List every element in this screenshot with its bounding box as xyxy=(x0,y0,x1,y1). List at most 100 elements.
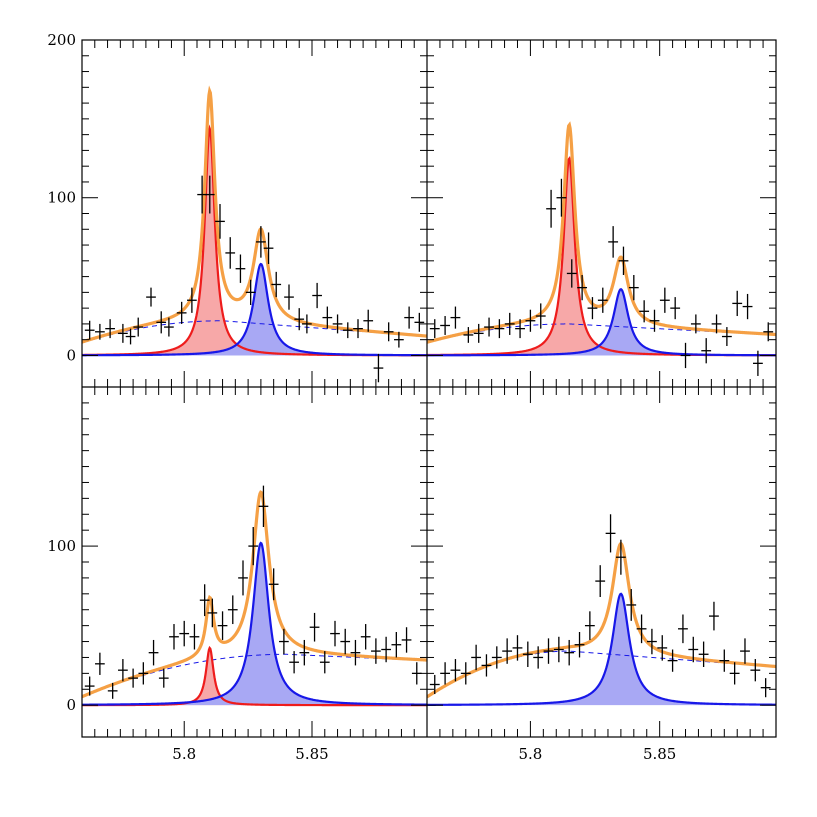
bottom-right-data-point-29 xyxy=(729,662,740,685)
bottom-right-data-point-6 xyxy=(491,646,502,669)
bottom-left-xtick-label-0: 5.8 xyxy=(172,745,196,763)
bottom-left-data-point-19 xyxy=(279,628,289,655)
top-left-data-point-21 xyxy=(294,308,305,331)
panel-top-left xyxy=(82,39,427,387)
bottom-right-data-point-7 xyxy=(502,638,513,664)
bottom-left-data-point-15 xyxy=(238,560,248,596)
bottom-right-total-fit-curve xyxy=(427,541,776,699)
top-right-data-point-1 xyxy=(440,316,451,335)
panel-bottom-right xyxy=(427,386,776,737)
bottom-left-data-point-8 xyxy=(169,624,179,650)
top-left-data-point-23 xyxy=(312,282,322,309)
top-left-ytick-label-0: 0 xyxy=(66,346,76,364)
top-right-data-point-20 xyxy=(639,300,650,323)
top-right-data-point-30 xyxy=(742,293,753,320)
bottom-left-data-point-18 xyxy=(268,568,279,601)
top-left-data-point-31 xyxy=(394,331,404,348)
bottom-right-data-point-25 xyxy=(688,636,699,663)
top-left-data-point-12 xyxy=(204,175,215,214)
bottom-left-data-point-28 xyxy=(371,638,381,664)
bottom-left-data-point-13 xyxy=(217,611,228,640)
top-right-data-point-17 xyxy=(608,226,619,258)
bottom-left-data-point-31 xyxy=(401,627,412,653)
bottom-right-peak-2-fill xyxy=(427,593,776,706)
top-right-data-point-27 xyxy=(711,314,722,334)
top-left-data-point-6 xyxy=(146,287,156,307)
top-left-data-point-9 xyxy=(176,301,187,324)
top-left-data-point-15 xyxy=(235,254,246,283)
top-right-peak-2-fill xyxy=(427,289,776,356)
bottom-right-data-point-10 xyxy=(533,646,544,669)
bottom-right-xtick-label-1: 5.85 xyxy=(643,745,676,763)
bottom-left-data-point-7 xyxy=(158,668,169,688)
bottom-left-data-point-14 xyxy=(227,595,238,625)
top-left-data-point-10 xyxy=(187,287,197,313)
panels-layer xyxy=(82,39,776,737)
top-right-data-point-25 xyxy=(690,314,701,334)
top-left-data-point-5 xyxy=(133,317,144,337)
top-right-data-point-11 xyxy=(546,189,557,228)
bottom-left-data-point-0 xyxy=(84,676,95,696)
bottom-right-data-point-3 xyxy=(460,662,471,685)
top-right-data-point-14 xyxy=(577,275,588,301)
bottom-right-data-point-17 xyxy=(605,514,616,553)
bottom-left-ytick-label-0: 0 xyxy=(66,696,76,714)
bottom-right-data-point-27 xyxy=(709,601,719,631)
bottom-right-data-point-4 xyxy=(471,644,482,671)
panel-bottom-left xyxy=(82,386,427,737)
bottom-left-data-point-10 xyxy=(189,624,200,650)
top-left-data-point-29 xyxy=(373,353,384,383)
bottom-right-data-point-24 xyxy=(678,614,688,644)
bottom-left-total-fit-curve xyxy=(82,490,427,699)
top-right-data-point-21 xyxy=(649,309,660,332)
top-right-data-point-23 xyxy=(670,297,681,320)
top-left-data-point-19 xyxy=(271,271,282,298)
bottom-left-data-point-17 xyxy=(258,485,269,527)
top-right-data-point-9 xyxy=(525,309,536,332)
top-left-data-point-20 xyxy=(284,284,294,310)
top-left-data-point-16 xyxy=(245,279,256,305)
top-left-ytick-label-200: 200 xyxy=(47,31,76,49)
bottom-left-data-point-3 xyxy=(118,659,128,682)
bottom-left-peak-2-fill xyxy=(82,542,427,706)
bottom-left-data-point-1 xyxy=(95,652,105,675)
bottom-right-data-point-31 xyxy=(750,659,761,682)
bottom-right-data-point-28 xyxy=(719,649,730,672)
top-left-data-point-24 xyxy=(322,306,333,329)
top-right-data-point-31 xyxy=(752,350,763,376)
bottom-right-data-point-13 xyxy=(564,639,575,666)
top-left-data-point-27 xyxy=(353,319,363,339)
top-right-data-point-29 xyxy=(732,290,743,317)
top-right-data-point-22 xyxy=(659,287,670,313)
bottom-right-data-point-30 xyxy=(740,638,750,664)
bottom-right-data-point-32 xyxy=(760,678,771,698)
bottom-left-xtick-label-1: 5.85 xyxy=(295,745,328,763)
bottom-left-data-point-12 xyxy=(207,598,218,628)
top-left-data-point-4 xyxy=(125,328,136,345)
top-left-data-point-1 xyxy=(95,323,105,340)
top-right-data-point-8 xyxy=(515,319,525,339)
bottom-left-data-point-25 xyxy=(340,628,351,655)
top-right-data-point-5 xyxy=(484,317,494,337)
top-left-data-point-0 xyxy=(84,320,95,340)
bottom-left-data-point-29 xyxy=(381,636,391,663)
bottom-left-data-point-26 xyxy=(350,639,361,666)
bottom-left-data-point-2 xyxy=(107,682,118,699)
top-left-data-point-7 xyxy=(156,311,167,334)
bottom-right-peak-2-curve xyxy=(427,592,776,706)
top-left-data-point-13 xyxy=(215,204,225,239)
bottom-right-data-point-20 xyxy=(636,614,647,644)
bottom-right-data-point-16 xyxy=(595,565,606,597)
bottom-right-data-point-23 xyxy=(667,649,678,672)
labels-layer: 0 100 200 0 100 5.8 5.85 5.8 5.85 xyxy=(47,31,676,763)
top-left-data-point-28 xyxy=(363,309,374,332)
top-left-data-point-8 xyxy=(164,317,174,337)
bottom-right-data-point-9 xyxy=(522,641,533,667)
top-right-data-point-24 xyxy=(680,342,691,369)
bottom-right-data-point-15 xyxy=(584,611,595,640)
top-left-total-fit-curve xyxy=(82,85,427,344)
bottom-right-xtick-label-0: 5.8 xyxy=(518,745,542,763)
top-right-peak-2-curve xyxy=(427,288,776,357)
top-right-data-point-10 xyxy=(535,303,546,329)
